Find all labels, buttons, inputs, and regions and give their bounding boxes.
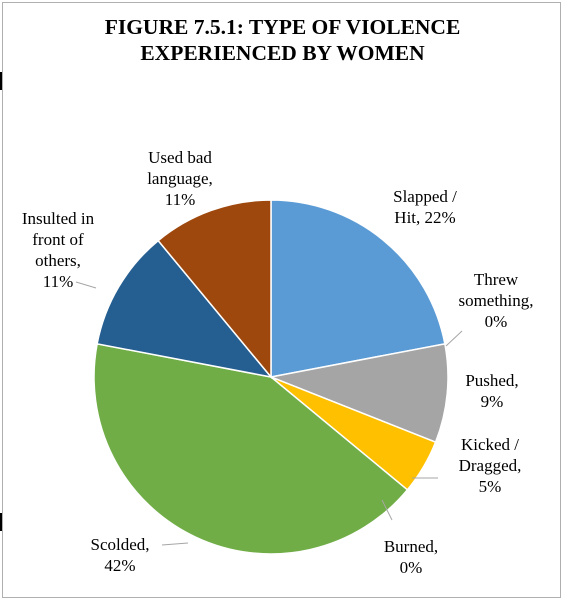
data-label: Threw something, 0% [458, 270, 533, 331]
data-label: Burned, 0% [384, 537, 438, 577]
pie-slice-insulted-in-front-of-others [96, 239, 273, 379]
leader-line [381, 499, 393, 521]
data-label: Insulted in front of others, 11% [22, 209, 95, 291]
chart-title: FIGURE 7.5.1: TYPE OF VIOLENCE EXPERIENC… [104, 15, 461, 65]
pie-slice-used-bad-language [157, 199, 272, 380]
data-label: Pushed, 9% [465, 371, 518, 411]
edge-mark [0, 72, 2, 90]
edge-mark [0, 513, 2, 531]
pie-slice-scolded [93, 342, 409, 555]
data-label: Scolded, 42% [90, 535, 149, 575]
data-label: Used bad language, 11% [147, 148, 213, 209]
leader-line [75, 281, 97, 289]
pie-slice-slapped-hit [270, 199, 446, 378]
leader-line [161, 542, 189, 546]
data-label: Slapped / Hit, 22% [393, 187, 457, 227]
pie-slice-pushed [268, 342, 449, 444]
data-label: Kicked / Dragged, 5% [459, 435, 522, 496]
leader-line [445, 330, 463, 347]
